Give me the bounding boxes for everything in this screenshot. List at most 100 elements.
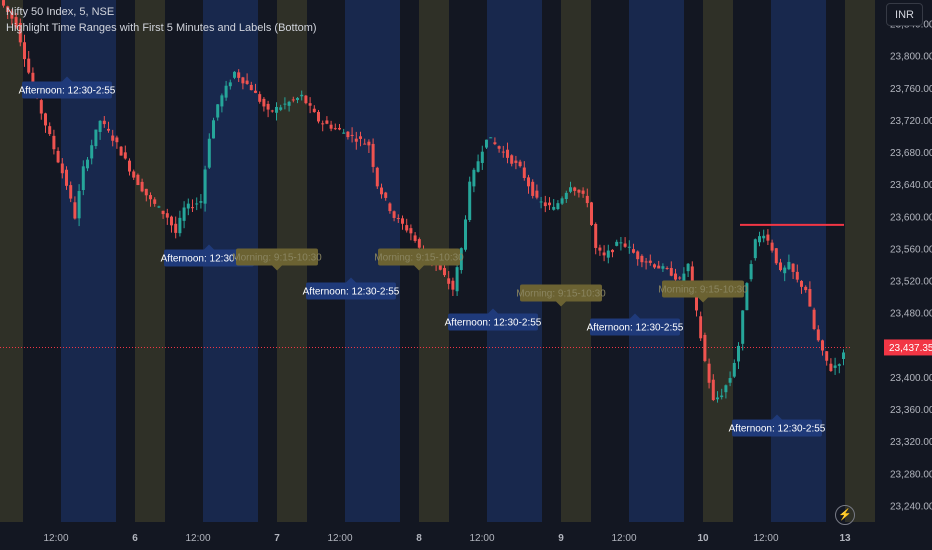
candle-body: [228, 82, 232, 87]
candle-body: [699, 316, 703, 339]
afternoon-label: Afternoon: 12:30-2:55: [19, 76, 116, 99]
candle-body: [749, 264, 753, 280]
candle-body: [333, 128, 337, 130]
candle-body: [401, 218, 404, 224]
candle-body: [510, 155, 514, 164]
candle-body: [291, 99, 295, 101]
candle-body: [779, 262, 782, 271]
afternoon-label-text: Afternoon: 12:30-2:55: [303, 287, 400, 298]
candle-body: [279, 107, 283, 110]
candles: [0, 0, 850, 403]
candle-body: [212, 120, 215, 139]
candle-body: [73, 202, 77, 219]
candle-body: [842, 352, 845, 359]
candle-body: [816, 329, 820, 341]
candle-body: [191, 207, 194, 209]
candle-body: [556, 203, 560, 209]
candle-body: [111, 135, 115, 141]
candle-body: [833, 365, 837, 368]
y-tick-label: 23,320.00: [890, 437, 932, 448]
candle-body: [312, 108, 316, 113]
indicator-title: Highlight Time Ranges with First 5 Minut…: [6, 22, 317, 34]
candle-body: [18, 22, 22, 43]
morning-label-text: Morning: 9:15-10:30: [658, 285, 748, 296]
afternoon-label-text: Afternoon: 12:30-2:55: [161, 254, 258, 265]
candle-body: [762, 235, 766, 239]
candle-body: [245, 80, 249, 84]
candle-body: [396, 218, 400, 220]
candle-body: [329, 124, 333, 129]
candle-body: [220, 95, 224, 107]
candle-body: [405, 225, 409, 231]
lightning-icon[interactable]: ⚡: [835, 505, 855, 525]
candle-body: [468, 181, 472, 221]
candle-body: [409, 228, 413, 234]
morning-label-text: Morning: 9:15-10:30: [374, 253, 464, 264]
candle-body: [728, 378, 732, 383]
candle-body: [686, 263, 690, 272]
candle-body: [249, 84, 253, 91]
candle-body: [149, 195, 152, 200]
candle-body: [233, 71, 236, 78]
candle-body: [674, 273, 677, 280]
candle-body: [821, 340, 824, 351]
candle-body: [81, 166, 85, 190]
candle-body: [371, 143, 375, 167]
candle-body: [254, 90, 257, 93]
candle-body: [703, 334, 707, 361]
candle-body: [476, 161, 480, 172]
currency-button[interactable]: INR: [886, 3, 923, 26]
candle-body: [140, 181, 144, 192]
candle-body: [640, 255, 644, 263]
candle-body: [590, 202, 593, 225]
candle-body: [300, 94, 304, 97]
candle-body: [102, 120, 106, 125]
candle-body: [2, 0, 5, 6]
candle-body: [585, 195, 589, 204]
y-tick-label: 23,720.00: [890, 116, 932, 127]
candle-body: [644, 261, 648, 263]
candle-body: [800, 280, 803, 287]
candle-body: [56, 150, 60, 163]
candle-body: [77, 191, 81, 219]
morning-band: [561, 0, 591, 522]
candle-body: [661, 266, 665, 269]
candle-body: [443, 268, 446, 276]
x-tick-label: 7: [274, 533, 280, 544]
candle-body: [455, 267, 459, 292]
candle-body: [90, 145, 94, 159]
x-tick-label: 8: [416, 533, 422, 544]
y-tick-label: 23,280.00: [890, 469, 932, 480]
candle-body: [627, 246, 631, 248]
afternoon-label: Afternoon: 12:30-2:55: [161, 244, 258, 267]
candle-body: [48, 126, 52, 135]
candle-body: [745, 283, 749, 311]
candle-body: [711, 379, 715, 401]
candle-body: [195, 203, 199, 205]
candle-body: [363, 143, 367, 145]
candle-body: [165, 213, 169, 218]
candle-body: [359, 136, 362, 139]
candle-body: [716, 397, 719, 400]
candle-body: [690, 266, 694, 287]
morning-band: [135, 0, 165, 522]
candle-body: [720, 395, 724, 398]
candle-body: [548, 202, 551, 206]
candle-body: [275, 106, 278, 113]
x-tick-label: 12:00: [611, 533, 636, 544]
candle-body: [459, 248, 463, 271]
candle-body: [287, 101, 291, 106]
y-tick-label: 23,360.00: [890, 405, 932, 416]
candle-body: [560, 198, 564, 204]
morning-band: [0, 0, 23, 522]
candle-body: [308, 103, 312, 106]
candle-body: [611, 249, 614, 253]
candle-body: [207, 138, 211, 168]
candle-body: [375, 167, 379, 187]
candle-body: [266, 103, 270, 110]
candle-body: [657, 265, 661, 269]
candle-body: [6, 6, 10, 13]
afternoon-label: Afternoon: 12:30-2:55: [729, 414, 826, 437]
candle-body: [472, 169, 476, 187]
